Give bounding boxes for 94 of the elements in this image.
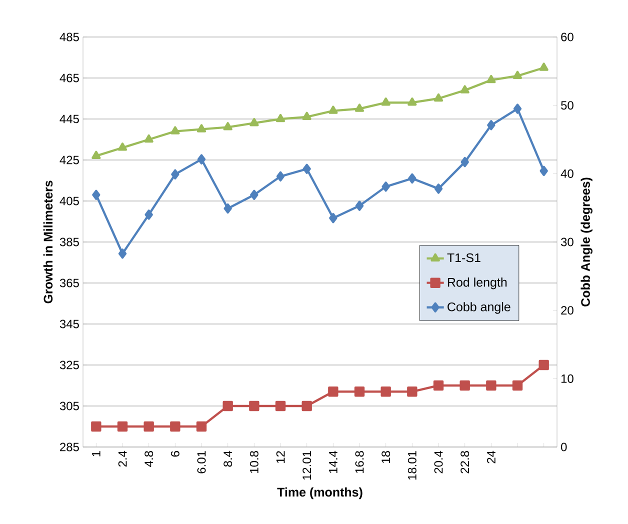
point: [408, 173, 416, 184]
y-tick-label: 425: [60, 156, 79, 164]
point: [380, 386, 391, 397]
point: [355, 200, 364, 211]
y-tick-label: 345: [60, 320, 79, 328]
x-tick-label: 24: [486, 450, 496, 464]
point: [276, 171, 285, 182]
legend-label: Rod length: [448, 278, 507, 290]
point: [223, 122, 232, 130]
point: [196, 124, 206, 132]
point: [92, 190, 100, 200]
x-axis-title: Time (months): [277, 487, 362, 500]
point: [250, 190, 258, 200]
point: [92, 150, 101, 159]
point: [487, 120, 496, 130]
y-axis-title: Growth in Milimeters: [43, 180, 53, 304]
point: [513, 104, 522, 114]
x-tick-label: 18: [382, 451, 390, 463]
x-tick-label: 22.8: [460, 451, 470, 474]
y-tick-label: 405: [60, 196, 79, 206]
y-tick-label: 325: [60, 360, 79, 370]
y-tick-label: 485: [60, 32, 79, 42]
point: [170, 421, 180, 432]
point: [512, 380, 523, 391]
point: [538, 360, 549, 370]
point: [222, 400, 233, 412]
y-tick-label: 365: [60, 278, 79, 288]
point: [250, 118, 259, 126]
point: [460, 85, 470, 94]
point: [328, 106, 338, 114]
point: [144, 134, 154, 143]
x-tick-label: 6: [170, 451, 180, 457]
point: [381, 97, 390, 106]
point: [329, 212, 338, 224]
point: [434, 93, 444, 102]
y-tick-label: 445: [60, 114, 79, 124]
point: [224, 203, 232, 214]
point: [407, 386, 418, 397]
point: [540, 166, 548, 176]
y2-tick-label: 40: [560, 169, 574, 178]
point: [354, 386, 365, 397]
x-tick-label: 6.01: [197, 451, 206, 474]
x-tick-label: 1: [92, 451, 100, 456]
x-tick-label: 12: [276, 451, 285, 463]
x-tick-label: 14.4: [329, 450, 338, 473]
x-tick-label: 12.01: [302, 451, 312, 480]
point: [249, 400, 260, 412]
point: [117, 421, 128, 432]
point: [434, 184, 443, 194]
x-tick-label: 8.4: [224, 450, 232, 467]
point: [539, 62, 548, 71]
point: [91, 421, 102, 432]
y2-tick-label: 60: [561, 32, 574, 42]
y2-tick-label: 50: [561, 101, 574, 110]
point: [354, 104, 364, 112]
point: [302, 112, 312, 120]
point: [460, 156, 469, 168]
x-tick-label: 20.4: [434, 450, 443, 474]
point: [196, 421, 207, 432]
x-tick-label: 2.4: [118, 450, 127, 467]
legend-label: Cobb angle: [448, 302, 510, 314]
legend-label: T1-S1: [447, 253, 480, 262]
point: [408, 97, 417, 106]
y2-axis-title: Cobb Angle (degrees): [580, 178, 592, 306]
point: [276, 114, 286, 122]
x-tick-label: 16.8: [355, 451, 364, 473]
point: [512, 70, 522, 80]
y-tick-label: 465: [60, 74, 79, 82]
y-tick-label: 285: [60, 442, 79, 452]
y2-tick-label: 20: [561, 306, 574, 315]
point: [328, 386, 338, 397]
x-tick-label: 10.8: [250, 451, 258, 473]
point: [118, 142, 128, 151]
point: [197, 154, 206, 164]
x-tick-label: 4.8: [144, 451, 154, 467]
point: [486, 380, 496, 391]
point: [144, 421, 154, 432]
y-tick-label: 305: [60, 402, 79, 410]
point: [433, 380, 444, 391]
y2-tick-label: 30: [561, 238, 574, 246]
point: [382, 182, 390, 192]
y2-tick-label: 10: [561, 374, 574, 383]
point: [170, 126, 180, 134]
point: [275, 400, 286, 412]
point: [460, 380, 470, 391]
point: [118, 248, 127, 259]
point: [302, 164, 311, 174]
y-tick-label: 385: [60, 238, 79, 246]
point: [486, 74, 496, 84]
point: [302, 400, 312, 412]
point: [171, 169, 180, 180]
y2-tick-label: 0: [561, 442, 567, 452]
x-tick-label: 18.01: [408, 451, 416, 480]
point: [144, 210, 153, 220]
